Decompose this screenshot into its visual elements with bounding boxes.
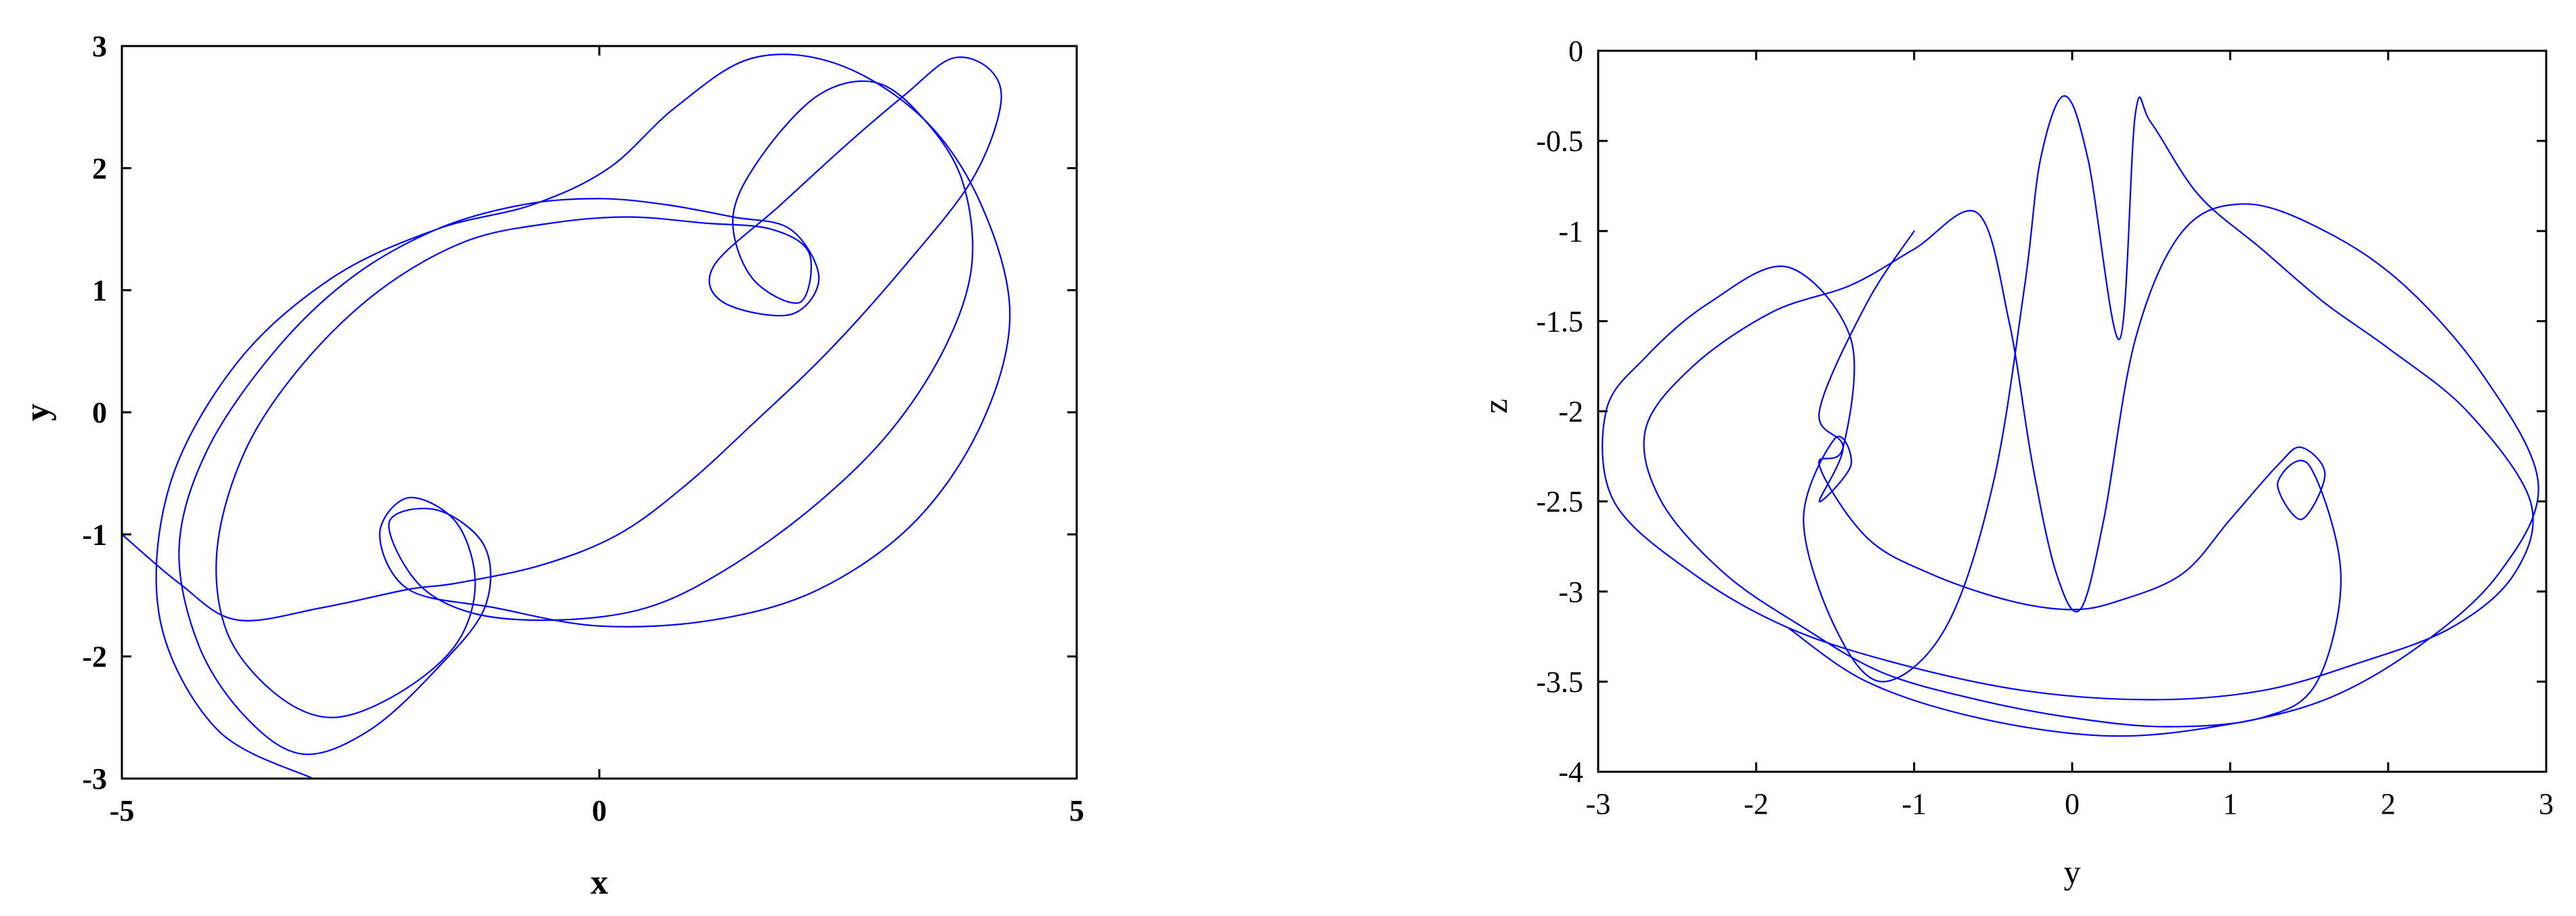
phase-plot-yz-xtick-label: 0 <box>2065 787 2080 821</box>
phase-plot-xy-ylabel: y <box>18 404 57 421</box>
phase-plot-yz-ylabel: z <box>1476 399 1514 414</box>
phase-plot-xy-ytick-label: 1 <box>92 274 107 307</box>
phase-plot-xy-trajectory-line <box>121 53 1011 780</box>
phase-plot-xy-ytick-label: 0 <box>92 396 107 429</box>
phase-plot-xy-xtick-label: 5 <box>1069 794 1084 827</box>
phase-plot-xy-ytick-label: -3 <box>82 762 107 795</box>
phase-plot-yz-xtick-label: -3 <box>1586 787 1611 821</box>
phase-plot-xy-xlabel: x <box>591 863 608 902</box>
phase-plot-yz-xtick-label: 3 <box>2539 787 2554 821</box>
phase-plot-xy-xtick-label: 0 <box>592 794 607 827</box>
phase-plot-yz-xlabel: y <box>2064 853 2081 891</box>
phase-plot-yz-ytick-label: -1 <box>1558 215 1583 248</box>
phase-plot-yz-ytick-label: -1.5 <box>1536 305 1583 338</box>
phase-plot-yz-xtick-label: -2 <box>1744 787 1769 821</box>
phase-plot-xy-xtick-label: -5 <box>110 794 135 827</box>
phase-plot-yz-ticks <box>1597 49 2548 773</box>
phase-plot-xy: -5 0 5 -3 -2 -1 0 1 2 3 x y <box>18 30 1084 902</box>
phase-plot-yz-ytick-label: -2 <box>1558 395 1583 429</box>
phase-plot-yz-trajectory-line <box>1602 95 2539 737</box>
phase-plot-xy-tick-labels: -5 0 5 -3 -2 -1 0 1 2 3 <box>82 30 1084 827</box>
phase-plot-yz-ytick-label: -4 <box>1558 756 1583 789</box>
phase-plot-yz-ytick-label: -3 <box>1558 575 1583 609</box>
phase-plot-yz-ytick-label: -0.5 <box>1536 125 1583 158</box>
phase-plot-xy-curve-layer <box>121 53 1011 780</box>
phase-plot-yz-xtick-label: 1 <box>2223 787 2237 821</box>
phase-plot-xy-ytick-label: 2 <box>92 152 107 185</box>
phase-plot-yz-xtick-label: -1 <box>1902 787 1927 821</box>
phase-plot-xy-ytick-label: 3 <box>92 30 107 63</box>
phase-plot-yz-tick-labels: -3 -2 -1 0 1 2 3 0 -0.5 -1 -1.5 -2 -2.5 -3 -3.5 -4 <box>1536 35 2554 821</box>
phase-plot-yz-ytick-label: -2.5 <box>1536 485 1583 519</box>
phase-plot-yz-curve-layer <box>1602 95 2539 737</box>
phase-plot-yz-xtick-label: 2 <box>2381 787 2396 821</box>
phase-plot-xy-ytick-label: -2 <box>82 640 107 674</box>
phase-plot-yz-ytick-label: 0 <box>1568 35 1583 68</box>
phase-plot-yz-ytick-label: -3.5 <box>1536 666 1583 699</box>
phase-plot-yz: -3 -2 -1 0 1 2 3 0 -0.5 -1 -1.5 -2 -2.5 -3 -3.5 -4 y z <box>1476 35 2554 891</box>
phase-plot-xy-ytick-label: -1 <box>82 518 107 551</box>
phase-plot-xy-ticks <box>121 45 1078 780</box>
